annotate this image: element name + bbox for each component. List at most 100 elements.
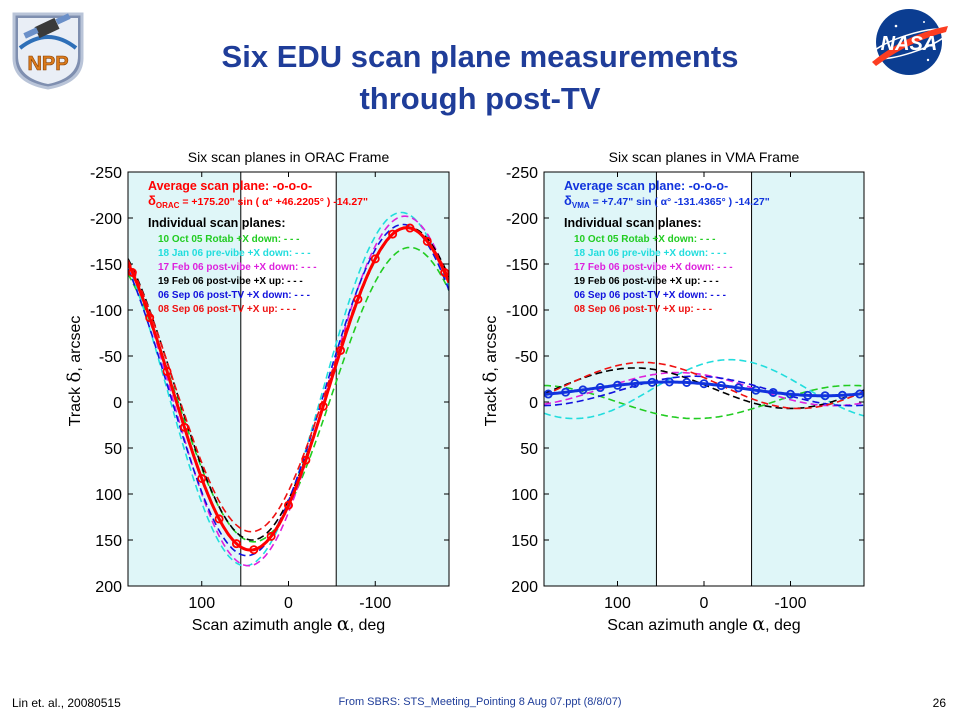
average-point [751,385,761,395]
average-point [336,345,346,355]
average-point [249,545,259,555]
legend-entry: 19 Feb 06 post-vibe +X up: - - - [158,276,303,287]
y-axis-label: Track δ, arcsec [64,316,85,427]
npp-logo: NPP [6,8,90,97]
y-tick-label: 50 [520,441,538,458]
shaded-region [751,172,864,586]
slide-title-line1: Six EDU scan plane measurements [221,39,739,74]
chart-1: Six scan planes in ORAC Frame -250 -200 -15… [64,149,450,635]
legend-entry: 18 Jan 06 pre-vibe +X down: - - - [574,248,727,259]
y-tick-label: -250 [506,165,538,182]
average-label: Average scan plane: -o-o-o- [148,179,312,193]
x-tick-label: 100 [604,595,631,612]
footer-citation: Lin et. al., 20080515 [12,696,121,710]
y-tick-label: 50 [104,441,122,458]
average-point [803,390,813,400]
y-tick-label: -150 [90,257,122,274]
y-tick-label: -200 [506,211,538,228]
individual-label: Individual scan planes: [148,216,286,230]
plot-curves [544,358,864,420]
average-point [855,389,864,399]
y-tick-label: 100 [511,487,538,504]
x-axis-label: Scan azimuth angle α, deg [607,613,800,635]
y-tick-label: 100 [95,487,122,504]
average-point [820,391,830,401]
y-tick-label: -200 [90,211,122,228]
y-tick-label: -150 [506,257,538,274]
y-tick-label: 0 [113,395,122,412]
x-tick-label: 0 [700,595,709,612]
average-point [699,379,709,389]
average-point [145,313,155,323]
nasa-logo: NASA [866,4,952,85]
y-tick-label: -100 [506,303,538,320]
average-point [716,381,726,391]
average-point [231,539,241,549]
x-tick-label: -100 [359,595,391,612]
average-point [370,254,380,264]
average-point [630,378,640,388]
average-point [595,383,605,393]
x-axis-label: Scan azimuth angle α, deg [192,613,385,635]
shaded-region [544,172,657,586]
plot-frame [127,171,450,587]
legend-entry: 18 Jan 06 pre-vibe +X down: - - - [158,248,311,259]
average-point [162,366,172,376]
y-axis-label: Track δ, arcsec [480,316,501,427]
y-tick-label: -50 [99,349,122,366]
page-number: 26 [932,696,946,710]
series-line [544,361,864,410]
average-point [405,223,415,233]
average-point [613,380,623,390]
x-tick-label: 0 [284,595,293,612]
chart-title: Six scan planes in VMA Frame [609,149,800,165]
y-tick-label: 0 [529,395,538,412]
legend-entry: 08 Sep 06 post-TV +X up: - - - [574,304,712,315]
average-point [179,422,189,432]
average-point [682,377,692,387]
legend-entry: 19 Feb 06 post-vibe +X up: - - - [574,276,719,287]
slide-title: Six EDU scan plane measurements through … [120,36,840,120]
slide-title-line2: through post-TV [359,81,601,116]
average-point [544,389,553,399]
equation-label: δORAC = +175.20" sin ( α° +46.2205° ) -1… [148,193,368,210]
legend-entry: 10 Oct 05 Rotab +X down: - - - [574,234,715,245]
average-point [266,531,276,541]
legend-entry: 08 Sep 06 post-TV +X up: - - - [158,304,296,315]
y-tick-label: -250 [90,165,122,182]
nasa-logo-text: NASA [881,33,938,55]
npp-logo-text: NPP [27,53,68,75]
equation-label: δVMA = +7.47" sin ( α° -131.4365° ) -14.… [564,193,770,210]
average-point [283,500,293,510]
average-point [214,514,224,524]
y-tick-label: 150 [511,533,538,550]
average-point [561,387,571,397]
legend-entry: 06 Sep 06 post-TV +X down: - - - [574,290,726,301]
chart-title: Six scan planes in ORAC Frame [188,149,390,165]
average-point [128,267,137,277]
average-point [422,236,432,246]
average-point [353,294,363,304]
average-point [578,385,588,395]
individual-label: Individual scan planes: [564,216,702,230]
y-tick-label: -100 [90,303,122,320]
legend-entry: 10 Oct 05 Rotab +X down: - - - [158,234,299,245]
average-point [440,267,449,277]
plot-frame [543,171,865,587]
x-tick-label: 100 [188,595,215,612]
legend-entry: 06 Sep 06 post-TV +X down: - - - [158,290,310,301]
chart-2: Six scan planes in VMA Frame -250 -200 -150… [480,149,865,635]
average-point [647,377,657,387]
footer-source: From SBRS: STS_Meeting_Pointing 8 Aug 07… [338,696,622,708]
average-point [664,377,674,387]
average-point [785,389,795,399]
legend-entry: 17 Feb 06 post-vibe +X down: - - - [574,262,733,273]
average-point [388,229,398,239]
average-point [318,401,328,411]
average-label: Average scan plane: -o-o-o- [564,179,728,193]
y-tick-label: -50 [515,349,538,366]
average-point [837,390,847,400]
y-tick-label: 200 [95,579,122,596]
series-line [544,358,864,420]
